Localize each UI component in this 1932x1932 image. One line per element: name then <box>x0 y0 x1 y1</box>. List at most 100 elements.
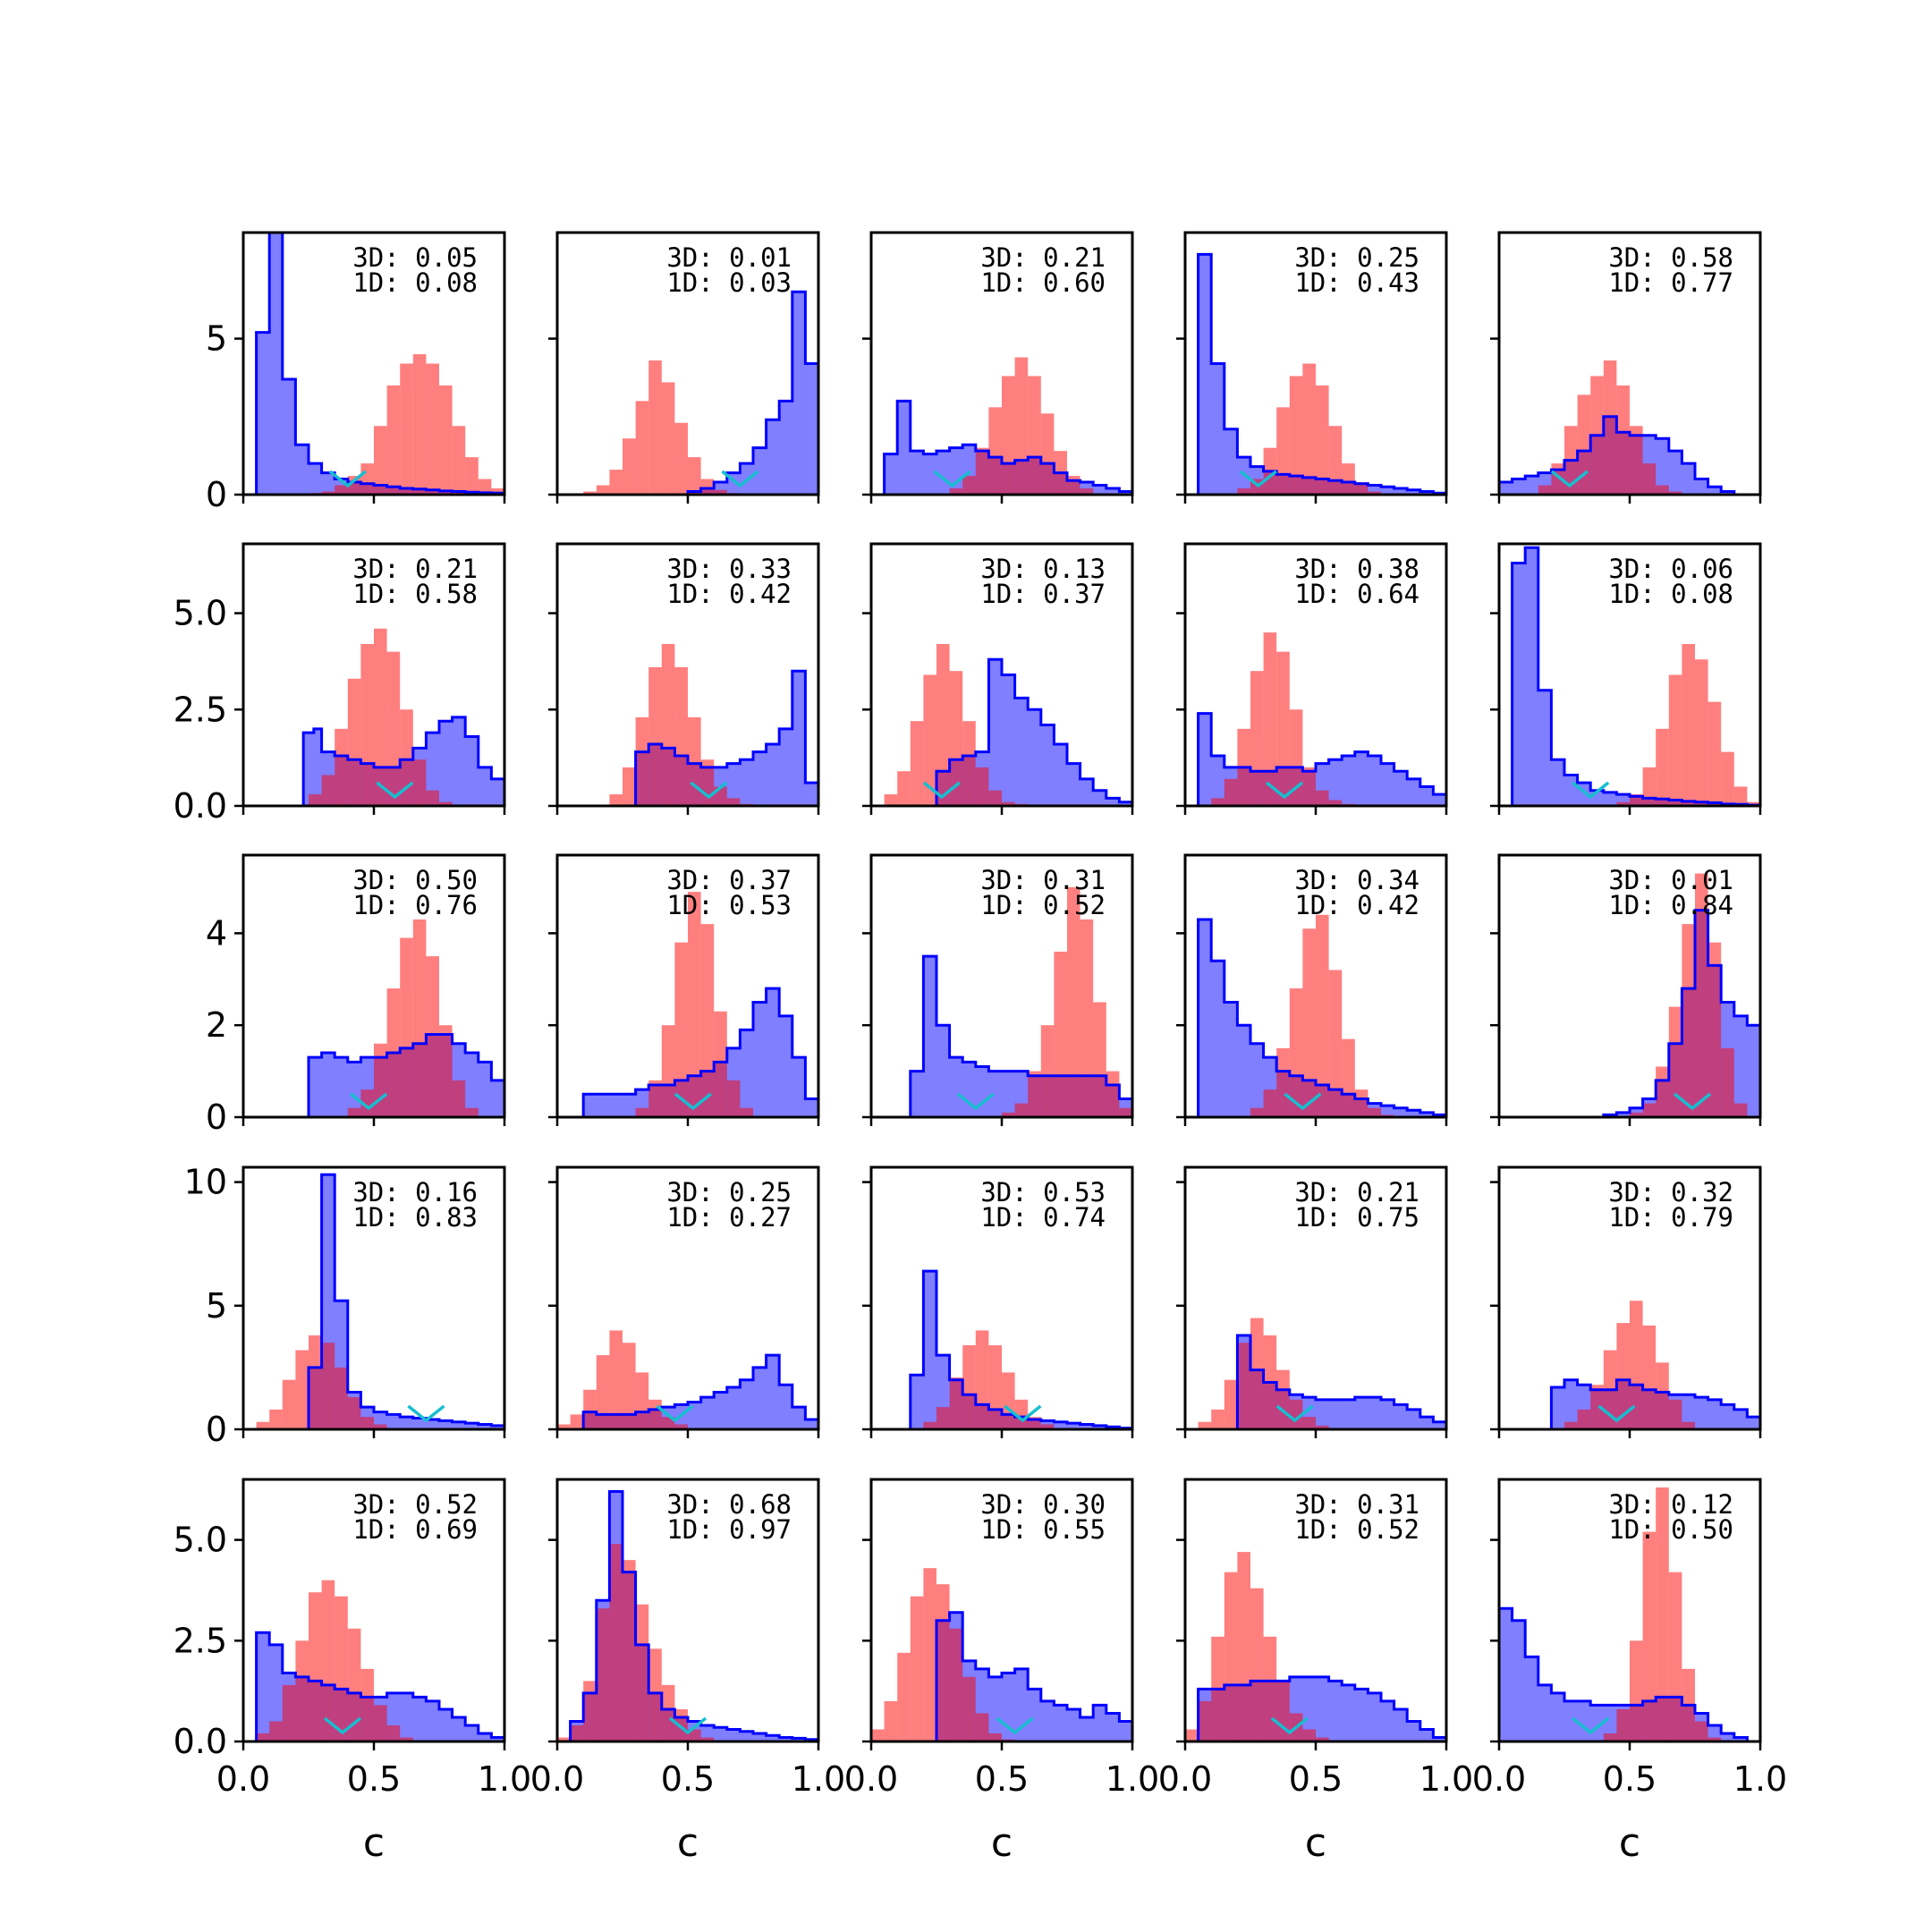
x-tick-label: 0.0 <box>530 1759 584 1799</box>
hist-1d-bar <box>1668 1399 1682 1429</box>
plot-area <box>909 1269 1132 1429</box>
hist-3d-outline <box>581 1353 818 1429</box>
hist-3d-outline <box>307 1173 504 1429</box>
hist-3d-outline <box>301 716 504 806</box>
hist-1d-bar <box>1577 394 1591 495</box>
hist-1d-bar <box>1080 488 1094 495</box>
score-1d-label: 1D: 0.83 <box>352 1202 478 1233</box>
hist-1d-bar <box>1263 1636 1277 1741</box>
hist-1d-bar <box>661 1684 675 1741</box>
hist-1d-bar <box>1538 485 1552 495</box>
score-1d-label: 1D: 0.50 <box>1608 1514 1733 1545</box>
x-tick-label: 0.0 <box>844 1759 898 1799</box>
plot-area <box>1197 914 1446 1117</box>
hist-1d-bar <box>1224 1379 1238 1429</box>
mean-marker <box>656 1404 694 1423</box>
hist-1d-bar <box>949 1628 963 1741</box>
x-tick-label: 1.0 <box>1419 1759 1473 1799</box>
hist-1d-bar <box>321 1580 335 1741</box>
plot-area <box>1198 1318 1446 1429</box>
hist-1d-bar <box>635 1372 649 1429</box>
hist-1d-bar <box>1616 1708 1630 1741</box>
hist-1d-bar <box>478 479 492 495</box>
hist-1d-bar <box>282 1684 296 1741</box>
y-tick-label: 0 <box>206 1410 227 1449</box>
plot-area <box>609 644 818 806</box>
hist-1d-bar <box>360 1417 374 1429</box>
hist-1d-bar <box>269 1409 283 1429</box>
hist-1d-bar <box>1733 1103 1748 1117</box>
hist-1d-bar <box>347 1107 361 1117</box>
hist-1d-bar <box>1577 1409 1591 1429</box>
score-1d-label: 1D: 0.52 <box>1294 1514 1419 1545</box>
hist-1d-bar <box>452 1080 466 1117</box>
hist-1d-bar <box>1250 1107 1264 1117</box>
mean-marker <box>690 781 728 800</box>
score-1d-label: 1D: 0.74 <box>980 1202 1106 1233</box>
y-tick-label: 0.0 <box>174 1722 227 1761</box>
plot-area <box>1499 1487 1749 1741</box>
mean-marker <box>1572 781 1610 800</box>
hist-1d-bar <box>726 1080 741 1117</box>
hist-1d-bar <box>1551 463 1564 495</box>
score-3d-label: 3D: 0.53 <box>980 1177 1106 1208</box>
score-3d-label: 3D: 0.52 <box>352 1489 478 1520</box>
hist-1d-bar <box>1656 1066 1669 1117</box>
hist-3d-outline <box>935 657 1132 806</box>
hist-1d-bar <box>700 1737 715 1741</box>
hist-1d-bar <box>412 759 427 806</box>
hist-1d-bar <box>975 1713 989 1741</box>
plot-area <box>1499 360 1736 495</box>
hist-1d-bar <box>609 470 623 495</box>
hist-1d-bar <box>1616 385 1630 495</box>
hist-1d-bar <box>688 1729 701 1741</box>
score-3d-label: 3D: 0.34 <box>1294 865 1419 895</box>
hist-1d-bar <box>1682 924 1695 1117</box>
score-1d-label: 1D: 0.77 <box>1608 267 1733 298</box>
hist-1d-bar <box>1289 988 1303 1117</box>
hist-1d-bar <box>648 1399 662 1429</box>
hist-1d-bar <box>309 794 322 806</box>
y-tick-label: 2 <box>206 1005 227 1045</box>
hist-1d-bar <box>596 1355 610 1429</box>
hist-1d-bar <box>975 767 989 806</box>
hist-3d-outline <box>255 233 504 495</box>
hist-1d-bar <box>1276 651 1290 806</box>
score-3d-label: 3D: 0.30 <box>980 1489 1106 1520</box>
hist-1d-bar <box>1368 491 1381 495</box>
hist-1d-bar <box>400 709 413 806</box>
plot-area <box>1602 873 1760 1117</box>
score-3d-label: 3D: 0.12 <box>1608 1489 1733 1520</box>
y-tick-label: 10 <box>184 1163 227 1202</box>
hist-1d-bar <box>256 1733 270 1741</box>
hist-1d-bar <box>1707 701 1722 806</box>
hist-1d-bar <box>988 407 1002 495</box>
hist-1d-bar <box>1054 951 1067 1117</box>
hist-1d-bar <box>910 1596 924 1741</box>
hist-1d-bar <box>360 1668 374 1741</box>
hist-1d-bar <box>374 1043 387 1117</box>
hist-3d-fill <box>1198 919 1446 1117</box>
hist-1d-bar <box>884 794 898 806</box>
score-1d-label: 1D: 0.42 <box>1294 890 1419 920</box>
score-1d-label: 1D: 0.08 <box>1608 579 1733 609</box>
hist-1d-bar <box>1002 376 1015 495</box>
score-3d-label: 3D: 0.25 <box>666 1177 792 1208</box>
hist-1d-bar <box>374 1705 387 1741</box>
hist-1d-bar <box>1656 1487 1669 1741</box>
hist-3d-outline <box>1235 1334 1446 1429</box>
hist-1d-bar <box>557 1424 571 1429</box>
hist-1d-bar <box>1695 659 1708 806</box>
hist-1d-bar <box>936 1407 950 1429</box>
mean-marker <box>1572 1716 1610 1735</box>
x-tick-label: 0.5 <box>347 1759 401 1799</box>
